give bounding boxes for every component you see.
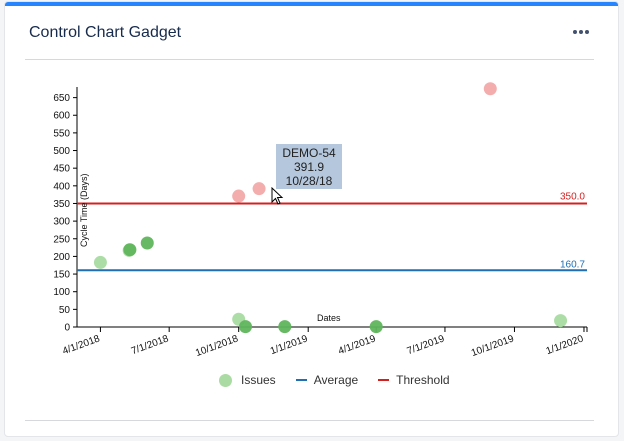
gadget-top-accent (5, 2, 618, 6)
issue-tooltip: DEMO-54 391.9 10/28/18 (276, 144, 342, 189)
legend-average-label: Average (313, 373, 359, 387)
x-tick-label: 1/1/2020 (545, 333, 586, 357)
legend-average[interactable]: Average (295, 373, 359, 387)
x-axis-label: Dates (317, 313, 341, 323)
control-chart[interactable]: 0 50 100 150 200 250 300 350 400 450 500 550 600 650 4… (5, 2, 619, 437)
tooltip-date: 10/28/18 (285, 174, 333, 188)
y-tick-label: 600 (53, 111, 70, 122)
x-tick-label: 10/1/2018 (194, 333, 240, 359)
average-line-icon (295, 379, 307, 381)
tooltip-issue-key: DEMO-54 (282, 146, 336, 160)
more-icon[interactable] (570, 23, 592, 41)
issue-point[interactable] (252, 182, 266, 196)
legend-issues-label: Issues (241, 373, 276, 387)
issue-point[interactable] (554, 314, 568, 328)
legend-threshold-label: Threshold (396, 373, 450, 387)
issue-point[interactable] (278, 320, 292, 334)
x-tick-label: 4/1/2018 (61, 333, 102, 357)
y-tick-label: 450 (53, 164, 70, 175)
legend-threshold[interactable]: Threshold (378, 373, 450, 387)
y-tick-label: 650 (53, 93, 70, 104)
y-tick-label: 100 (53, 287, 70, 298)
issue-point[interactable] (93, 255, 107, 269)
issue-point[interactable] (140, 236, 154, 250)
y-tick-label: 0 (64, 323, 70, 334)
issue-point[interactable] (123, 243, 137, 257)
y-tick-label: 300 (53, 217, 70, 228)
average-value-label: 160.7 (560, 259, 585, 270)
x-tick-label: 4/1/2019 (337, 333, 378, 357)
y-tick-label: 50 (59, 305, 71, 316)
y-tick-label: 200 (53, 252, 70, 263)
x-tick-label: 7/1/2019 (406, 333, 447, 357)
issues-dot-icon (219, 373, 232, 387)
control-chart-gadget: Control Chart Gadget 0 50 100 150 200 250 300 3… (4, 1, 619, 437)
issue-point[interactable] (238, 320, 252, 334)
issue-point[interactable] (483, 82, 497, 96)
x-tick-label: 10/1/2019 (470, 333, 516, 359)
issue-point[interactable] (369, 320, 383, 334)
y-tick-label: 400 (53, 181, 70, 192)
footer-divider (25, 420, 594, 421)
chart-legend: Issues Average Threshold (219, 373, 470, 387)
x-tick-label: 1/1/2019 (269, 333, 310, 357)
x-tick-label: 7/1/2018 (130, 333, 171, 357)
issue-point[interactable] (232, 189, 246, 203)
threshold-line-icon (378, 379, 390, 381)
legend-issues[interactable]: Issues (219, 373, 276, 387)
header-divider (25, 59, 594, 60)
y-tick-label: 500 (53, 146, 70, 157)
gadget-title: Control Chart Gadget (29, 24, 182, 41)
y-tick-label: 250 (53, 234, 70, 245)
threshold-value-label: 350.0 (560, 191, 585, 202)
y-tick-label: 150 (53, 270, 70, 281)
y-tick-label: 550 (53, 128, 70, 139)
y-tick-label: 350 (53, 199, 70, 210)
y-axis-label: Cycle Time (Days) (79, 173, 89, 247)
mouse-cursor-icon (271, 187, 284, 205)
tooltip-cycle-time: 391.9 (293, 160, 325, 174)
